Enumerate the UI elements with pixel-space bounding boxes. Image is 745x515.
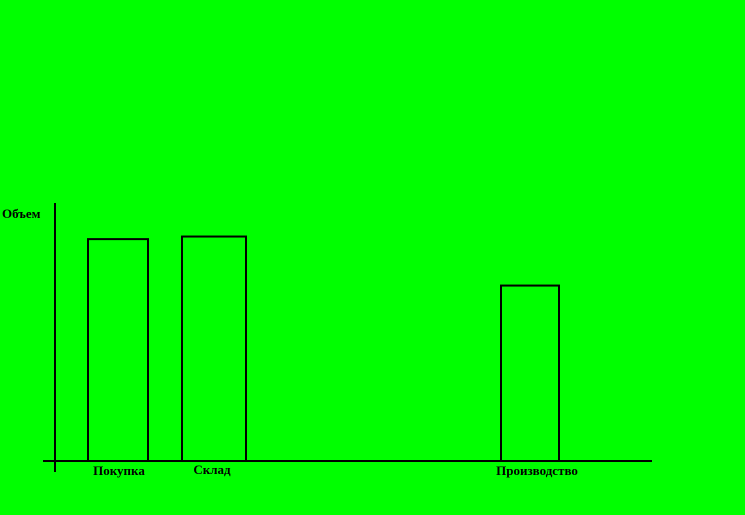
bar-1 <box>87 238 149 462</box>
bars-group <box>87 235 560 462</box>
x-tick-label-1: Покупка <box>93 463 145 478</box>
x-tick-label-2: Склад <box>193 462 231 477</box>
x-tick-labels: Покупка Склад Производство <box>93 462 578 478</box>
bar-2 <box>181 235 247 462</box>
x-tick-label-3: Производство <box>496 463 578 478</box>
y-axis-label: Объем <box>2 206 41 221</box>
bar-3 <box>500 284 560 462</box>
